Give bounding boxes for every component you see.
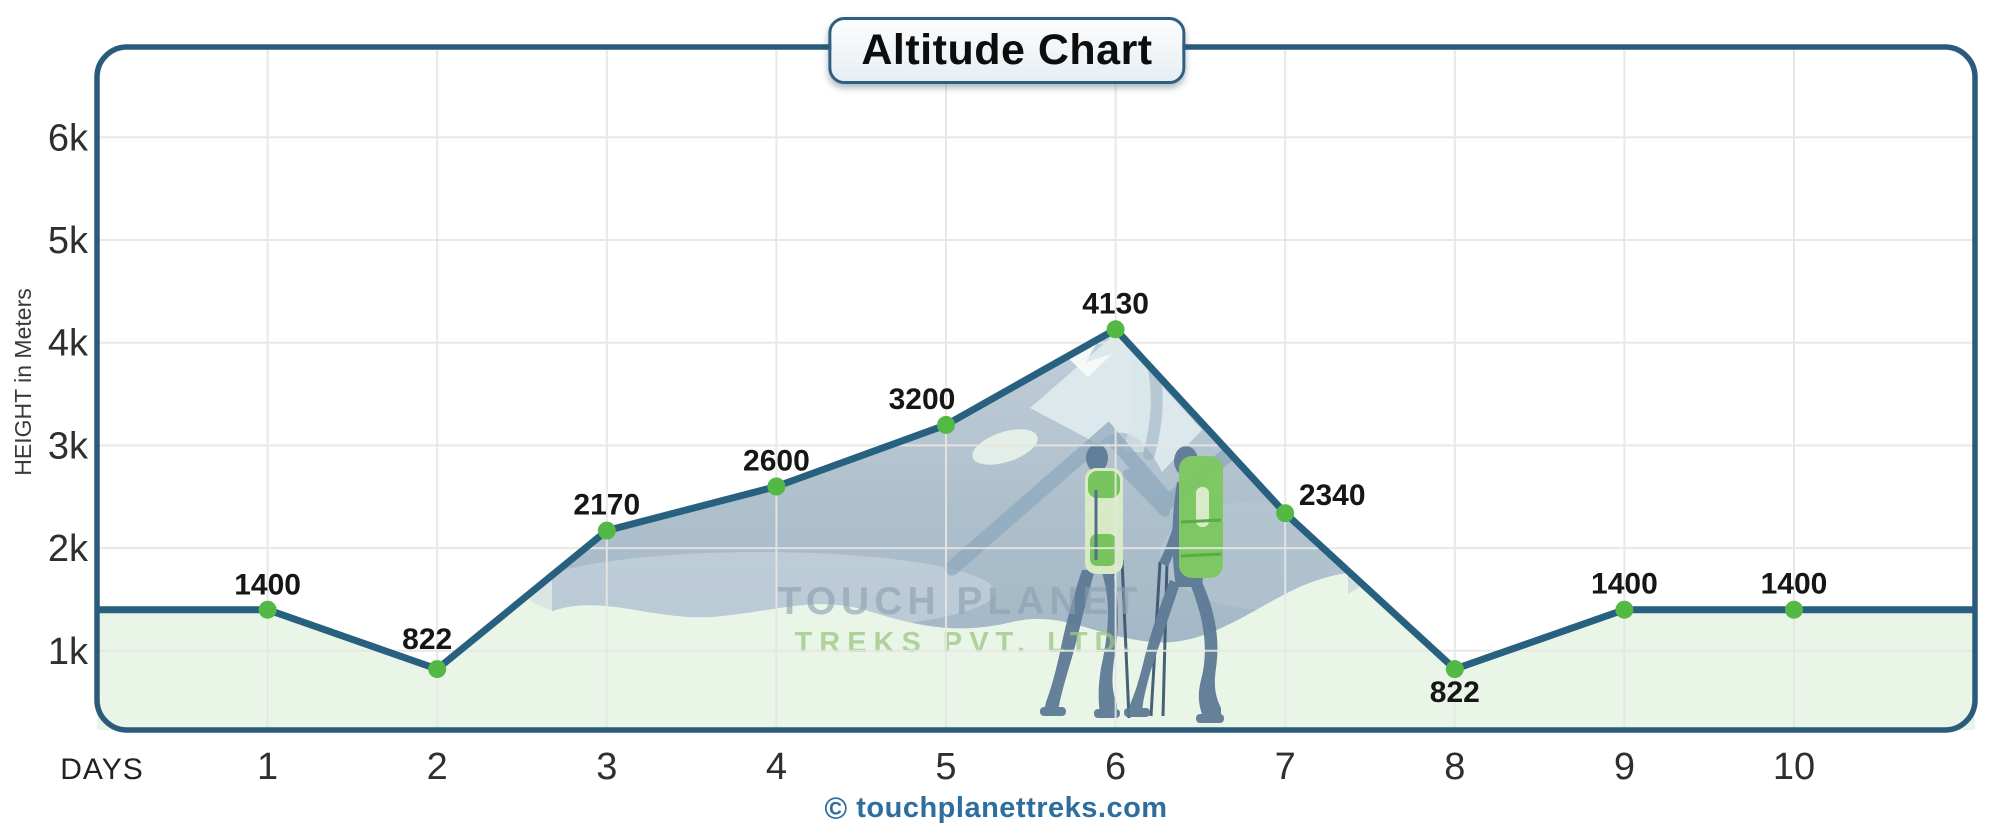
point-label: 2340 — [1299, 479, 1366, 512]
x-tick-label: 1 — [257, 746, 278, 788]
x-tick-label: 4 — [766, 746, 787, 788]
x-tick-label: 10 — [1773, 746, 1815, 788]
x-axis-ticks: 1 2 3 4 5 6 7 8 9 10 — [257, 746, 1815, 788]
footer-credit: © touchplanettreks.com — [824, 792, 1167, 825]
data-point — [767, 477, 786, 496]
point-label: 4130 — [1082, 287, 1149, 320]
point-label: 822 — [402, 623, 452, 656]
y-tick-label: 3k — [48, 425, 89, 467]
data-point — [597, 521, 616, 540]
data-point — [1785, 600, 1803, 619]
point-label: 2600 — [743, 445, 810, 478]
x-tick-label: 7 — [1275, 746, 1296, 788]
snow-patch — [972, 429, 1038, 465]
x-tick-label: 9 — [1614, 746, 1635, 788]
point-label: 3200 — [889, 383, 956, 416]
data-point — [1276, 504, 1295, 523]
x-tick-label: 5 — [935, 746, 956, 788]
x-axis-title: DAYS — [60, 753, 143, 786]
point-label: 1400 — [1761, 568, 1828, 601]
data-points — [258, 320, 1803, 679]
data-point — [1445, 660, 1464, 679]
data-point — [428, 660, 447, 679]
altitude-line — [96, 325, 1976, 673]
x-tick-label: 3 — [596, 746, 617, 788]
point-label: 822 — [1430, 676, 1480, 709]
x-tick-label: 8 — [1444, 746, 1465, 788]
y-axis-title: HEIGHT in Meters — [10, 288, 36, 475]
y-tick-label: 5k — [48, 220, 89, 262]
data-point — [937, 415, 955, 434]
watermark-line1: TOUCH PLANET — [778, 580, 1143, 623]
footer-site-text: touchplanettreks.com — [856, 792, 1168, 824]
data-point — [258, 600, 277, 619]
x-tick-label: 6 — [1105, 746, 1126, 788]
watermark-line2: TREKS PVT. LTD. — [795, 627, 1138, 659]
point-label: 1400 — [1591, 568, 1658, 601]
y-axis-ticks: 1k 2k 3k 4k 5k 6k — [48, 117, 89, 673]
y-tick-label: 6k — [48, 117, 89, 159]
point-label: 1400 — [234, 569, 301, 602]
x-tick-label: 2 — [427, 746, 448, 788]
chart-title: Altitude Chart — [828, 17, 1186, 84]
copyright-icon: © — [824, 791, 848, 826]
y-tick-label: 2k — [48, 528, 89, 570]
point-labels: 1400 822 2170 2600 3200 4130 2340 822 1400 1400 — [234, 287, 1827, 709]
watermark-mountain-scene: TOUCH PLANET TREKS PVT. LTD. — [525, 329, 1380, 730]
data-point — [1106, 320, 1125, 339]
y-tick-label: 4k — [48, 323, 89, 365]
point-label: 2170 — [573, 489, 640, 522]
data-point — [1615, 600, 1634, 619]
y-tick-label: 1k — [48, 631, 89, 673]
